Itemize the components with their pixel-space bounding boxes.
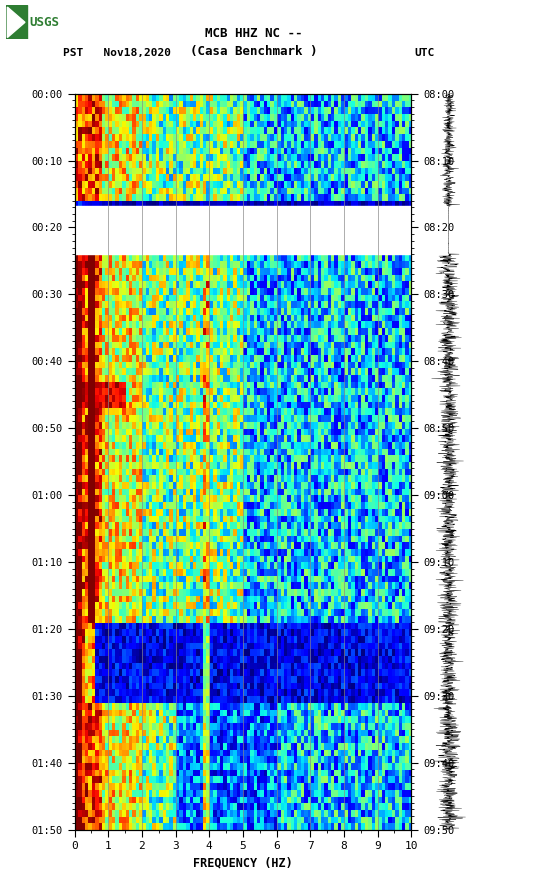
Text: PST   Nov18,2020: PST Nov18,2020 [63,48,172,58]
Text: (Casa Benchmark ): (Casa Benchmark ) [190,45,317,58]
X-axis label: FREQUENCY (HZ): FREQUENCY (HZ) [193,857,293,870]
Polygon shape [7,7,25,37]
Text: USGS: USGS [30,16,60,29]
Text: MCB HHZ NC --: MCB HHZ NC -- [205,27,302,40]
Text: UTC: UTC [414,48,434,58]
Bar [75,206,411,254]
Polygon shape [6,5,26,39]
